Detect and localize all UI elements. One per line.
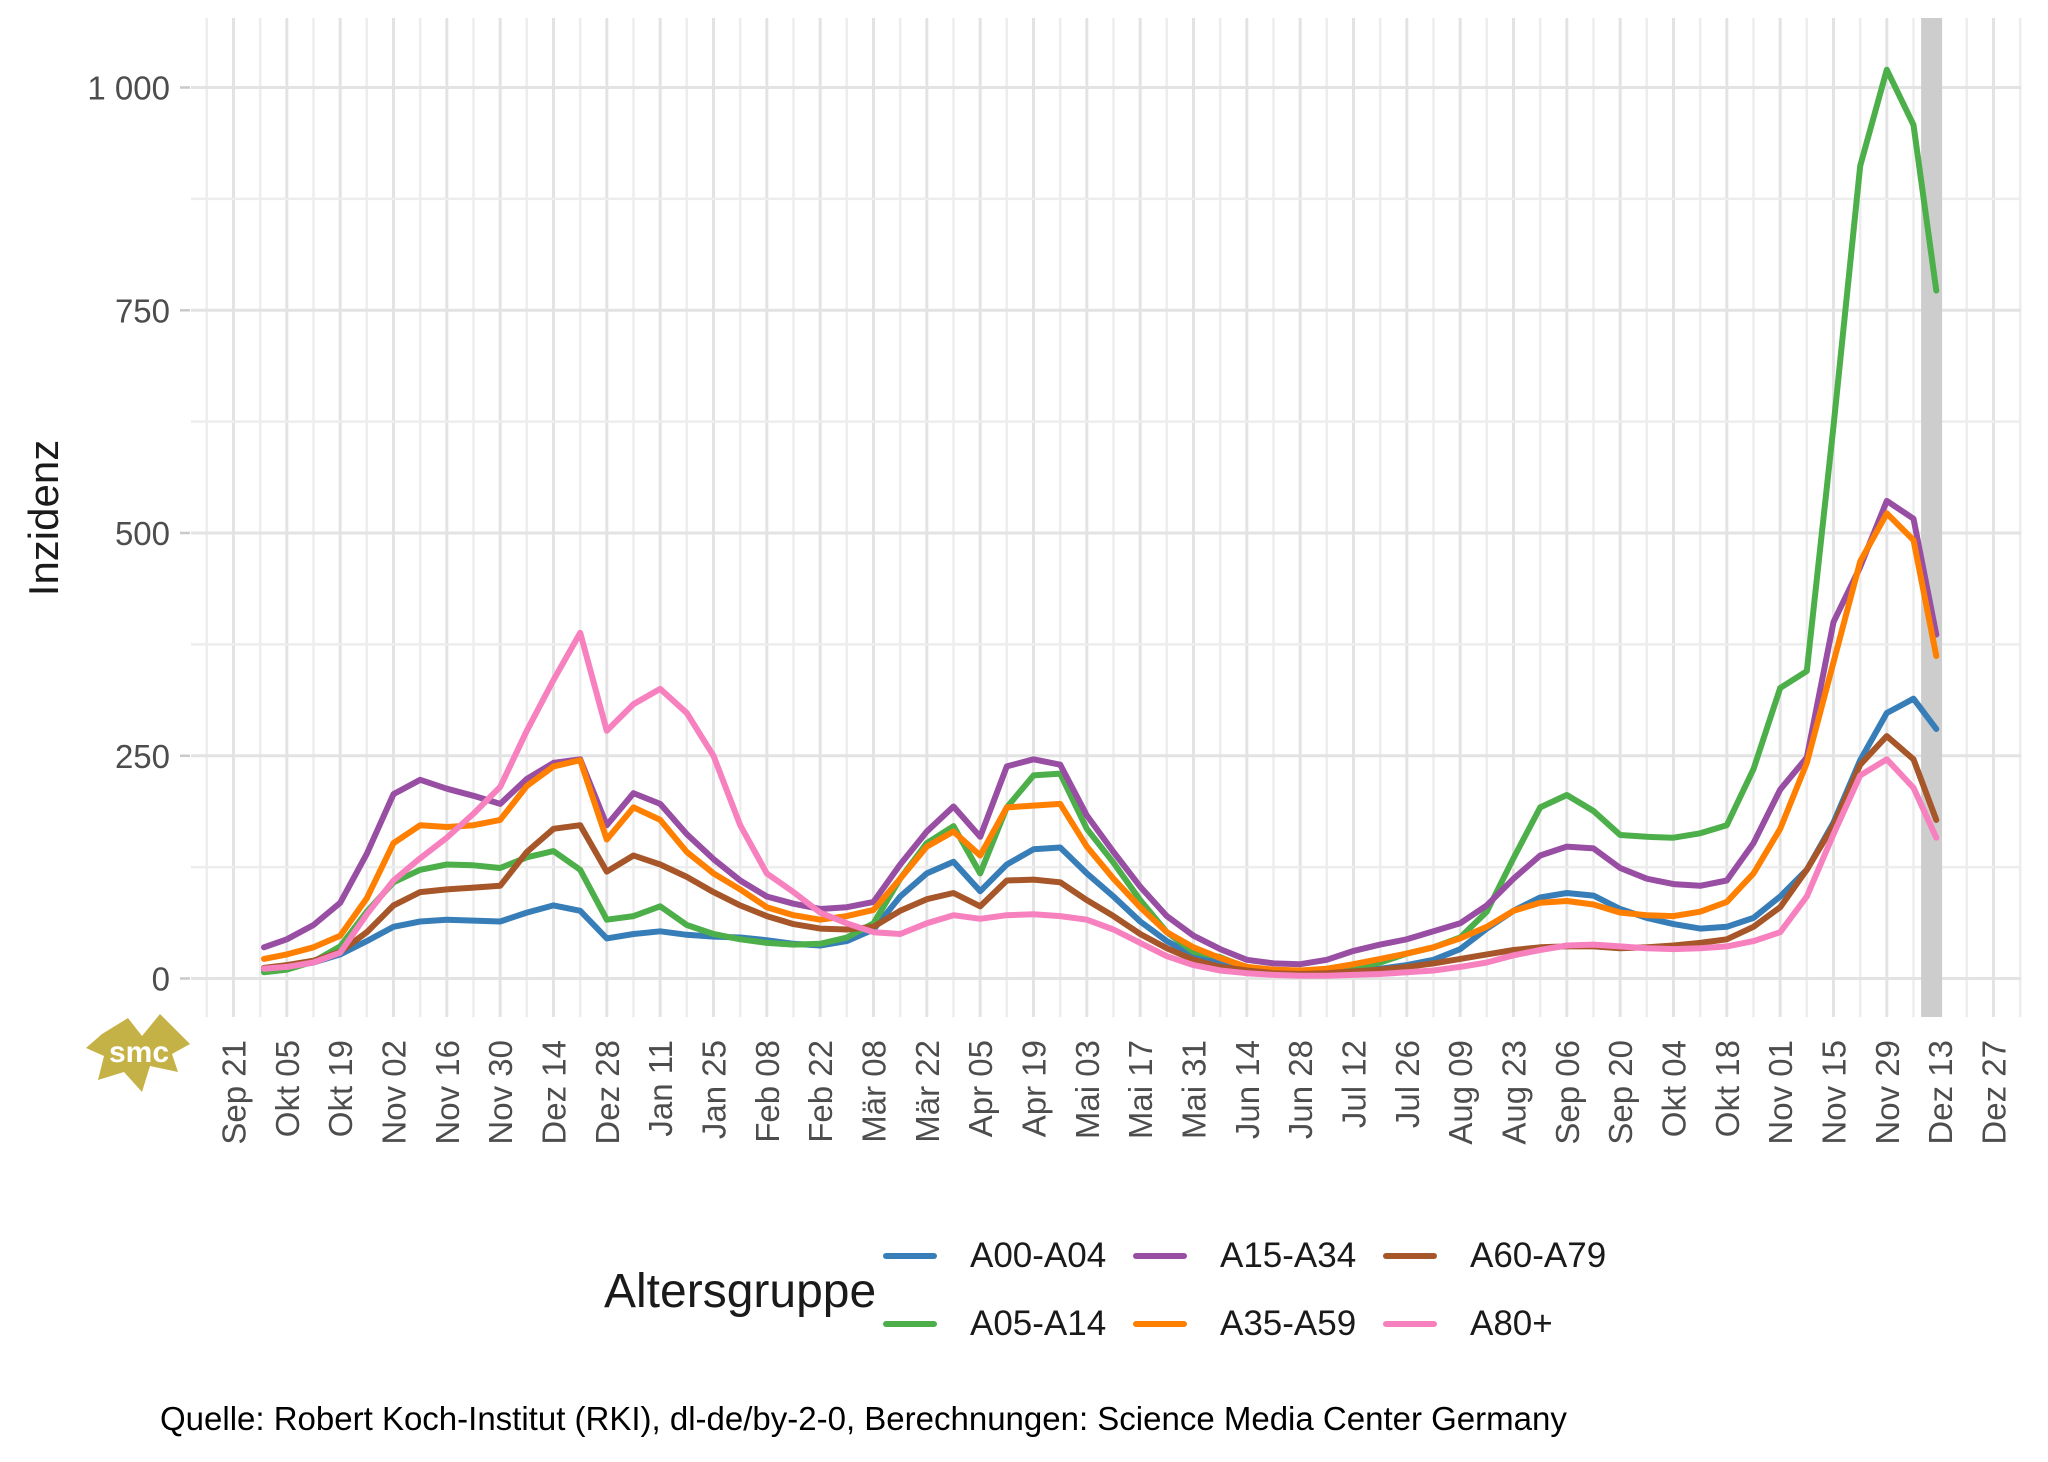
x-tick-label: Mai 17 — [1122, 1040, 1159, 1139]
legend-entry: A80+ — [1383, 1300, 1553, 1348]
series-line-A35-A59 — [261, 510, 1940, 974]
x-tick-label: Nov 29 — [1869, 1040, 1906, 1145]
recency-highlight-band — [1921, 18, 1943, 1017]
x-tick-label: Feb 08 — [749, 1040, 786, 1143]
legend-key-line — [1133, 1253, 1187, 1259]
x-tick-label: Nov 15 — [1816, 1040, 1853, 1145]
x-tick-label: Mai 03 — [1069, 1040, 1106, 1139]
x-tick-label: Mai 31 — [1176, 1040, 1213, 1139]
x-tick-label: Jun 28 — [1282, 1040, 1319, 1139]
x-tick-label: Okt 04 — [1656, 1040, 1693, 1137]
legend-entry: A00-A04 — [883, 1232, 1106, 1280]
x-tick-label: Okt 18 — [1709, 1040, 1746, 1137]
series-line-A00-A04 — [261, 695, 1940, 975]
legend-label: A80+ — [1470, 1304, 1553, 1343]
y-tick-label: 0 — [152, 961, 170, 998]
legend-title: Altersgruppe — [604, 1265, 877, 1318]
x-tick-label: Dez 27 — [1976, 1040, 2013, 1145]
legend-key-line — [1133, 1321, 1187, 1327]
x-tick-label: Mär 08 — [856, 1040, 893, 1143]
x-tick-label: Apr 05 — [962, 1040, 999, 1137]
x-tick-label: Okt 05 — [269, 1040, 306, 1137]
x-tick-label: Jan 11 — [642, 1040, 679, 1137]
x-tick-label: Aug 23 — [1496, 1040, 1533, 1145]
x-tick-label: Dez 14 — [536, 1040, 573, 1145]
series-line-A15-A34 — [261, 497, 1940, 968]
legend-key-line — [883, 1321, 937, 1327]
smc-logo: smc — [86, 1014, 190, 1092]
x-tick-label: Dez 13 — [1922, 1040, 1959, 1145]
x-tick-label: Jun 14 — [1229, 1040, 1266, 1139]
x-tick-label: Jul 12 — [1336, 1040, 1373, 1128]
legend-entry: A60-A79 — [1383, 1232, 1606, 1280]
x-tick-label: Feb 22 — [802, 1040, 839, 1143]
legend-label: A00-A04 — [970, 1236, 1107, 1275]
y-axis-title: Inzidenz — [20, 439, 67, 597]
x-tick-label: Apr 19 — [1016, 1040, 1053, 1137]
series-line-A60-A79 — [261, 733, 1940, 977]
legend-key-line — [1383, 1253, 1437, 1259]
x-tick-label: Nov 01 — [1762, 1040, 1799, 1145]
series-line-A80+ — [261, 629, 1940, 979]
x-tick-label: Sep 06 — [1549, 1040, 1586, 1145]
y-tick-label: 750 — [115, 292, 170, 329]
smc-logo-shape — [86, 1014, 190, 1092]
legend-entry: A35-A59 — [1133, 1300, 1356, 1348]
x-tick-label: Sep 21 — [216, 1040, 253, 1145]
legend-key-line — [1383, 1321, 1437, 1327]
y-tick-label: 250 — [115, 738, 170, 775]
series-line-A05-A14 — [261, 66, 1940, 976]
x-tick-label: Jan 25 — [696, 1040, 733, 1139]
legend-label: A05-A14 — [970, 1304, 1107, 1343]
legend-entry: A05-A14 — [883, 1300, 1106, 1348]
legend-label: A15-A34 — [1220, 1236, 1357, 1275]
x-tick-label: Jul 26 — [1389, 1040, 1426, 1128]
smc-logo-text: smc — [109, 1036, 169, 1069]
legend-key-line — [883, 1253, 937, 1259]
source-attribution: Quelle: Robert Koch-Institut (RKI), dl-d… — [160, 1400, 1567, 1437]
y-tick-label: 1 000 — [87, 70, 170, 107]
x-tick-label: Dez 28 — [589, 1040, 626, 1145]
y-tick-label: 500 — [115, 515, 170, 552]
x-tick-label: Nov 30 — [482, 1040, 519, 1145]
x-tick-label: Nov 16 — [429, 1040, 466, 1145]
legend-label: A60-A79 — [1470, 1236, 1607, 1275]
legend-label: A35-A59 — [1220, 1304, 1357, 1343]
x-tick-label: Sep 20 — [1602, 1040, 1639, 1145]
x-tick-label: Okt 19 — [322, 1040, 359, 1137]
x-tick-label: Mär 22 — [909, 1040, 946, 1143]
x-tick-label: Aug 09 — [1442, 1040, 1479, 1145]
legend-entry: A15-A34 — [1133, 1232, 1356, 1280]
x-tick-label: Nov 02 — [376, 1040, 413, 1145]
